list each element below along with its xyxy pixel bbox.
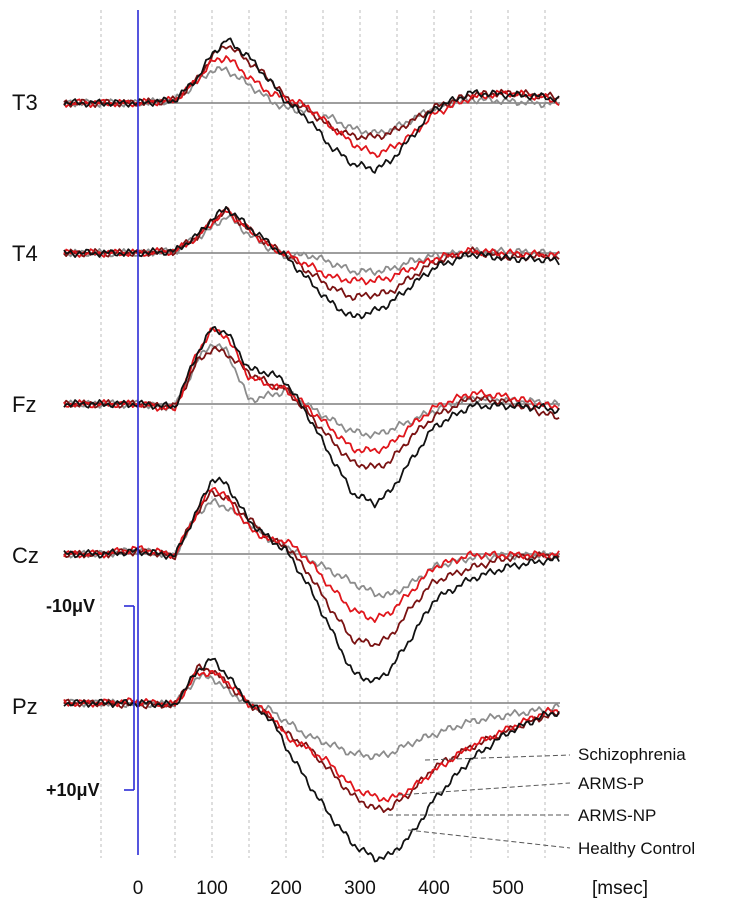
waveform-cz-arms-np: [63, 489, 560, 647]
channel-label-cz: Cz: [12, 543, 39, 568]
x-tick-label-300: 300: [344, 878, 376, 899]
channel-label-fz: Fz: [12, 392, 36, 417]
x-axis-unit: [msec]: [592, 878, 648, 899]
legend-arms-p: ARMS-P: [578, 774, 644, 793]
waveform-t3-arms-p: [63, 55, 560, 158]
waveforms: [63, 37, 560, 863]
x-tick-label-500: 500: [492, 878, 524, 899]
waveform-cz-healthy-control: [63, 476, 560, 684]
channel-label-t4: T4: [12, 241, 38, 266]
legend-arms-np: ARMS-NP: [578, 806, 656, 825]
channel-label-pz: Pz: [12, 694, 38, 719]
legend-schizophrenia: Schizophrenia: [578, 745, 686, 764]
scale-bar-top-label: -10μV: [46, 596, 95, 616]
legend-healthy-control: Healthy Control: [578, 839, 695, 858]
legend-leaders: [388, 754, 571, 849]
channel-label-t3: T3: [12, 90, 38, 115]
waveform-t3-healthy-control: [63, 37, 560, 174]
waveform-pz-arms-p: [63, 670, 560, 803]
x-tick-label-100: 100: [196, 878, 228, 899]
x-tick-label-400: 400: [418, 878, 450, 899]
waveform-pz-healthy-control: [63, 657, 560, 863]
waveform-fz-healthy-control: [63, 325, 560, 509]
amplitude-scale-bar: [124, 605, 135, 791]
waveform-t4-arms-p: [63, 208, 560, 286]
scale-bar-bottom-label: +10μV: [46, 780, 100, 800]
x-tick-label-200: 200: [270, 878, 302, 899]
x-tick-label-0: 0: [133, 878, 144, 899]
waveform-t4-healthy-control: [63, 206, 560, 320]
waveform-fz-arms-p: [63, 327, 560, 455]
